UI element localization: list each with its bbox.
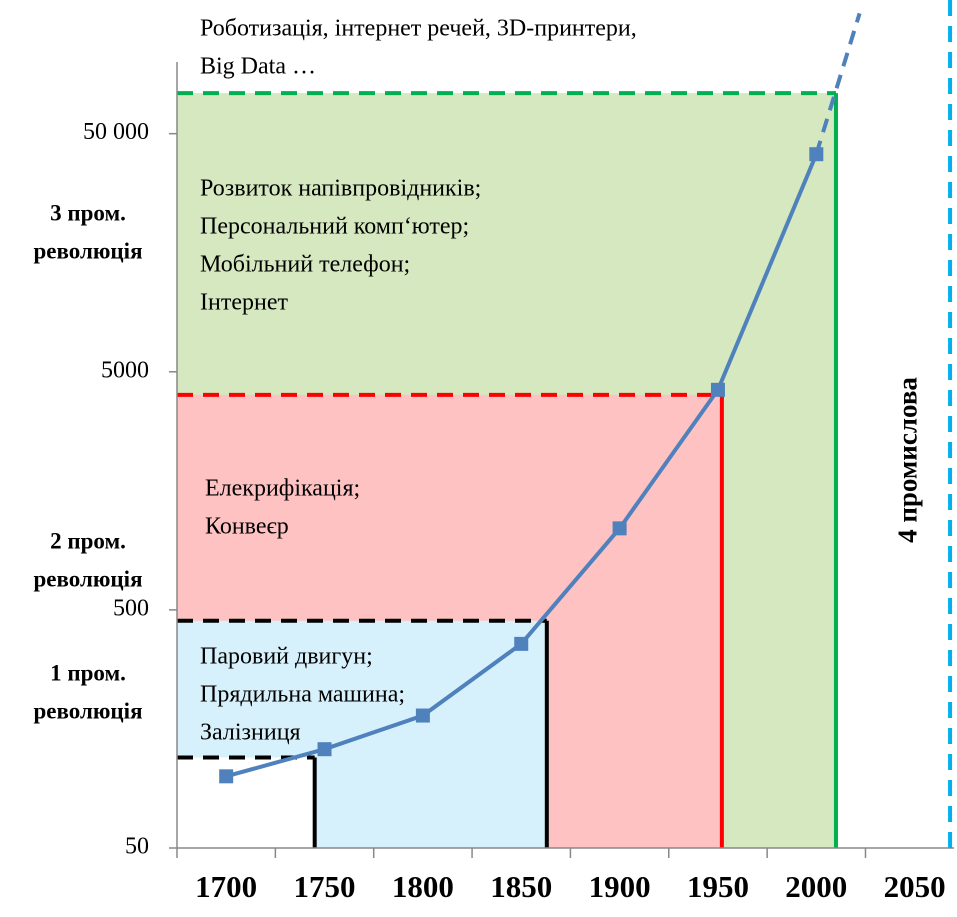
- y-tick-label: 50 000: [83, 119, 149, 145]
- era-label: 1 пром.: [50, 660, 126, 685]
- trend-line: [814, 12, 862, 155]
- x-tick-label: 2050: [884, 869, 946, 904]
- x-tick-label: 1750: [294, 869, 356, 904]
- y-tick-label: 5000: [101, 357, 149, 383]
- boundary-label: 4 промислова: [892, 377, 922, 543]
- era-label: революція: [33, 698, 142, 723]
- region-text: Елекрифікація;: [205, 476, 360, 502]
- marker: [415, 708, 430, 723]
- note: Big Data …: [200, 54, 316, 80]
- region-text: Розвиток напівпровідників;: [200, 176, 481, 202]
- note: Роботизація, інтернет речей, 3D-принтери…: [200, 16, 637, 42]
- x-tick-label: 1950: [687, 869, 749, 904]
- x-tick-label: 1800: [392, 869, 454, 904]
- region-text: Персональний комп‘ютер;: [200, 214, 469, 240]
- marker: [809, 147, 824, 162]
- x-tick-label: 1900: [589, 869, 651, 904]
- era-label: 3 пром.: [50, 200, 126, 225]
- era-label: революція: [33, 566, 142, 591]
- marker: [514, 636, 529, 651]
- x-tick-label: 2000: [785, 869, 847, 904]
- region-text: Прядильна машина;: [200, 682, 405, 708]
- region-text: Конвеєр: [205, 514, 289, 540]
- era-label: 2 пром.: [50, 528, 126, 553]
- y-tick-label: 50: [125, 834, 149, 860]
- region-text: Паровий двигун;: [200, 644, 373, 670]
- region-text: Залізниця: [200, 720, 301, 746]
- x-tick-label: 1700: [195, 869, 257, 904]
- region-text: Інтернет: [200, 290, 288, 316]
- region-text: Мобільний телефон;: [200, 252, 410, 278]
- marker: [612, 521, 627, 536]
- y-tick-label: 500: [113, 595, 149, 621]
- marker: [710, 382, 725, 397]
- marker: [219, 769, 234, 784]
- era-label: революція: [33, 238, 142, 263]
- marker: [317, 742, 332, 757]
- x-tick-label: 1850: [490, 869, 552, 904]
